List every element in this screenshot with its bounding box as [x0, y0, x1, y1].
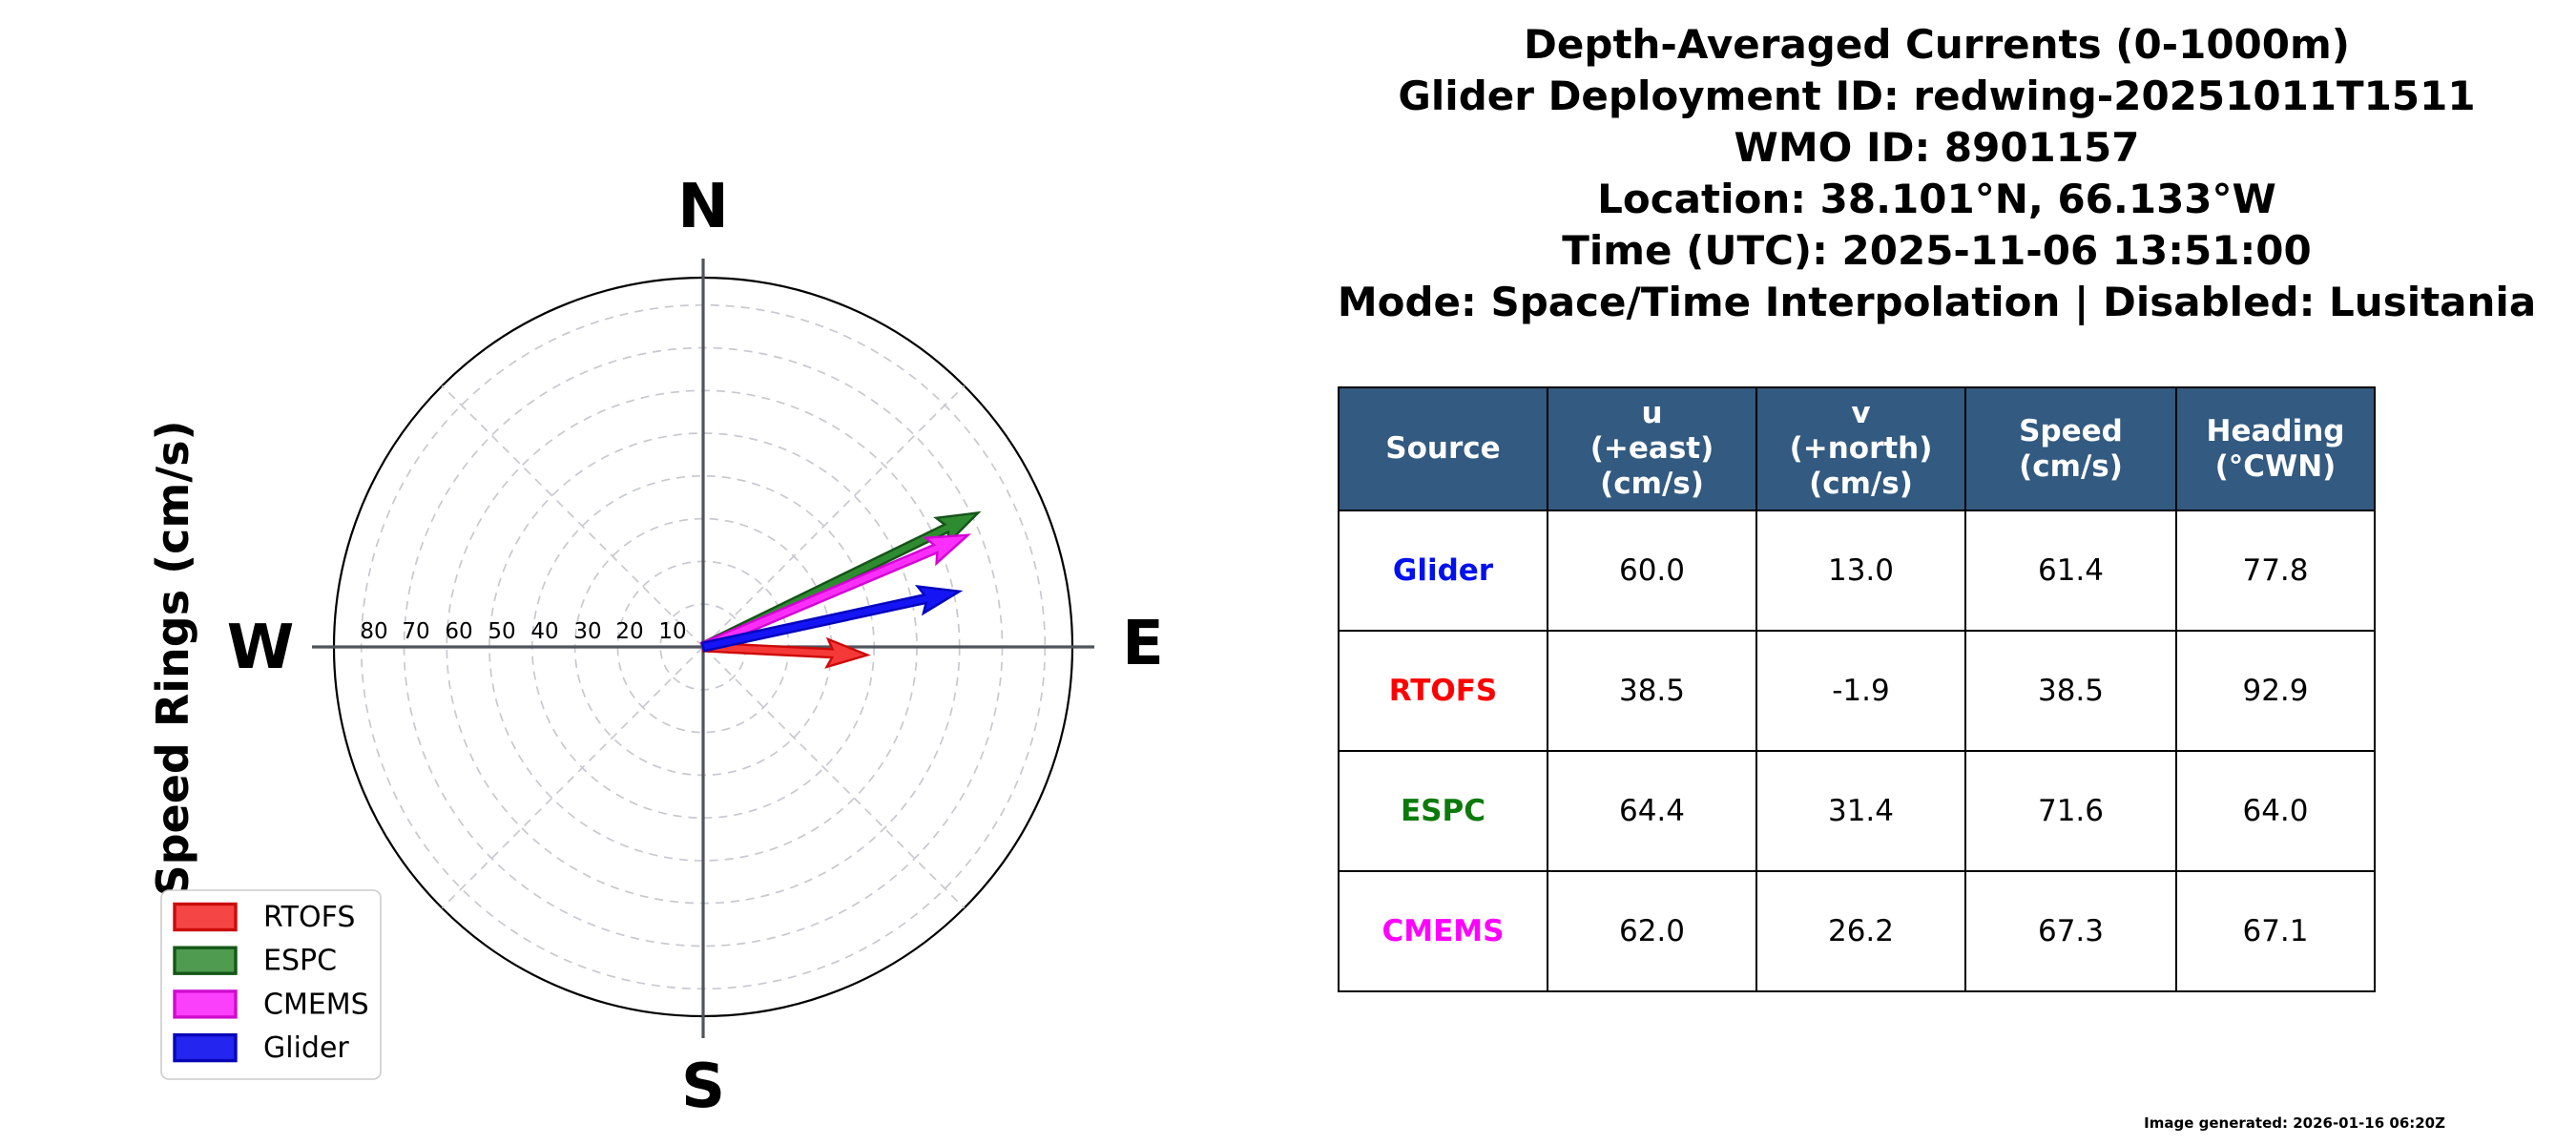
value-cell: 67.1 [2175, 870, 2376, 992]
generated-timestamp: Image generated: 2026-01-16 06:20Z [2144, 1114, 2445, 1132]
vector-arrow-rtofs [701, 636, 871, 669]
radial-axis-label: Speed Rings (cm/s) [147, 420, 198, 896]
time-line: Time (UTC): 2025-11-06 13:51:00 [1562, 227, 2312, 274]
table-header-line: (+east) [1589, 431, 1714, 466]
table-header-cell: Speed (cm/s) [1964, 386, 2177, 511]
table-header-line: Heading [2206, 413, 2345, 448]
value-cell: 38.5 [1964, 630, 2177, 752]
table-header-line: (cm/s) [1809, 467, 1913, 501]
table-row: Glider 60.0 13.0 61.4 77.8 [1338, 510, 2376, 632]
table-row: CMEMS 62.0 26.2 67.3 67.1 [1338, 870, 2376, 992]
table-header-cell: u (+east) (cm/s) [1547, 386, 1757, 511]
value-cell: 62.0 [1547, 870, 1757, 992]
wmo-id-line: WMO ID: 8901157 [1734, 124, 2140, 171]
compass-label-e: E [1122, 609, 1164, 679]
legend-swatch-glider [173, 1032, 238, 1063]
legend-label-glider: Glider [263, 1031, 349, 1065]
value-cell: 26.2 [1755, 870, 1966, 992]
table-header-line: (cm/s) [2019, 448, 2123, 484]
speed-ring-tick-label: 40 [530, 619, 558, 644]
compass-spoke [441, 646, 704, 909]
table-header-line: u [1641, 396, 1663, 430]
mode-line: Mode: Space/Time Interpolation | Disable… [1337, 279, 2537, 325]
compass-spoke [702, 646, 966, 909]
currents-table-head: Source u (+east) (cm/s) v (+north) (cm/s) Speed… [1338, 386, 2376, 511]
table-header-row: Source u (+east) (cm/s) v (+north) (cm/s) Speed… [1338, 386, 2376, 511]
source-cell: ESPC [1338, 750, 1548, 872]
table-header-cell: Source [1338, 386, 1548, 511]
value-cell: 60.0 [1547, 510, 1757, 632]
current-rose-chart: 10 20 30 40 50 60 70 80 N S W E Speed Rings (cm/s) RT… [147, 172, 1164, 1122]
speed-ring-tick-label: 50 [488, 619, 515, 644]
compass-spoke [441, 385, 704, 648]
speed-ring-tick-label: 30 [573, 619, 601, 644]
value-cell: -1.9 [1755, 630, 1966, 752]
compass-label-s: S [681, 1051, 725, 1122]
table-row: RTOFS 38.5 -1.9 38.5 92.9 [1338, 630, 2376, 752]
table-header-line: Speed [2019, 413, 2123, 448]
table-header-cell: Heading (°CWN) [2175, 386, 2376, 511]
table-header-line: (°CWN) [2214, 448, 2337, 484]
legend-box [160, 889, 382, 1080]
speed-ring-tick-label: 20 [615, 619, 643, 644]
vector-arrow-glider [700, 584, 964, 653]
chart-title: Depth-Averaged Currents (0-1000m) [1524, 21, 2350, 68]
source-cell: RTOFS [1338, 630, 1548, 752]
deployment-id-line: Glider Deployment ID: redwing-20251011T1… [1398, 73, 2476, 119]
currents-table: Source u (+east) (cm/s) v (+north) (cm/s) Speed… [1338, 386, 2376, 992]
value-cell: 31.4 [1755, 750, 1966, 872]
value-cell: 92.9 [2175, 630, 2376, 752]
value-cell: 71.6 [1964, 750, 2177, 872]
value-cell: 61.4 [1964, 510, 2177, 632]
speed-ring-tick-label: 80 [360, 619, 387, 644]
legend-label-espc: ESPC [263, 945, 337, 978]
currents-table-body: Glider 60.0 13.0 61.4 77.8 RTOFS 38.5 -1.9 38.5 9… [1338, 510, 2376, 992]
value-cell: 38.5 [1547, 630, 1757, 752]
location-line: Location: 38.101°N, 66.133°W [1597, 176, 2276, 222]
value-cell: 67.3 [1964, 870, 2177, 992]
table-header-line: (+north) [1789, 431, 1933, 466]
table-header-line: Source [1385, 431, 1501, 466]
table-row: ESPC 64.4 31.4 71.6 64.0 [1338, 750, 2376, 872]
legend-label-rtofs: RTOFS [263, 901, 355, 934]
value-cell: 64.0 [2175, 750, 2376, 872]
source-cell: Glider [1338, 510, 1548, 632]
compass-label-w: W [227, 613, 295, 683]
speed-ring-tick-label: 10 [658, 619, 686, 644]
compass-spoke [702, 385, 966, 648]
table-header-line: v [1851, 396, 1871, 430]
source-cell: CMEMS [1338, 870, 1548, 992]
compass-label-n: N [677, 172, 729, 242]
value-cell: 64.4 [1547, 750, 1757, 872]
table-header-cell: v (+north) (cm/s) [1755, 386, 1966, 511]
table-header-line: (cm/s) [1600, 467, 1704, 501]
title-block: Depth-Averaged Currents (0-1000m) Glider… [1269, 19, 2576, 328]
legend-swatch-cmems [173, 989, 238, 1019]
legend-swatch-rtofs [173, 902, 238, 932]
legend-label-cmems: CMEMS [263, 988, 369, 1021]
speed-ring-tick-label: 60 [445, 619, 472, 644]
value-cell: 13.0 [1755, 510, 1966, 632]
legend-swatch-espc [173, 946, 238, 975]
speed-ring-tick-label: 70 [402, 619, 429, 644]
value-cell: 77.8 [2175, 510, 2376, 632]
